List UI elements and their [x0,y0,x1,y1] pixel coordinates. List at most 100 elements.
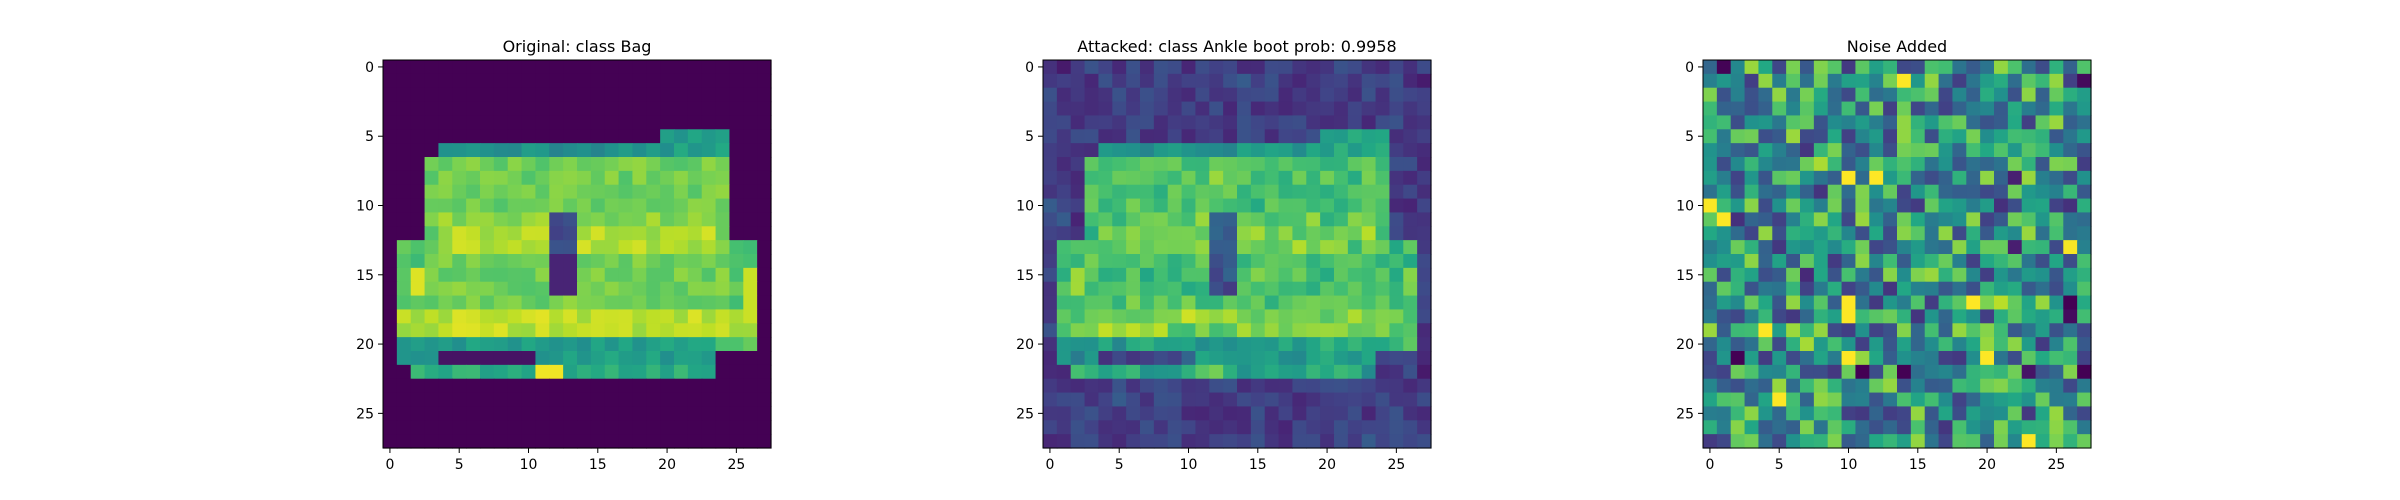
heatmap-cell [1952,378,1967,394]
heatmap-cell [1306,281,1321,297]
heatmap-cell [1994,226,2009,241]
heatmap-cell [1952,73,1967,89]
heatmap-cell [715,184,731,200]
heatmap-cell [1800,60,1815,75]
y-tick-label: 10 [1016,199,1034,215]
heatmap-cell [604,212,620,227]
heatmap-cell [1813,434,1829,449]
heatmap-cell [1744,420,1760,435]
heatmap-cell [1855,198,1870,214]
heatmap-cell [1883,60,1898,75]
heatmap-cell [2035,337,2051,352]
heatmap-cell [1869,170,1884,186]
heatmap-cell [549,115,564,130]
heatmap-cell [1126,115,1141,130]
heatmap-cell [1786,281,1801,297]
heatmap-cell [1223,129,1238,144]
heatmap-cell [632,337,647,352]
heatmap-cell [1334,406,1349,421]
heatmap-cell [2021,392,2037,408]
heatmap-cell [493,60,509,75]
heatmap-cell [1417,170,1432,186]
heatmap-cell [424,392,440,408]
heatmap-cell [1195,364,1210,380]
heatmap-cell [660,420,675,435]
heatmap-cell [1264,337,1280,352]
heatmap-cell [1195,323,1210,338]
heatmap-cell [480,212,495,227]
heatmap-cell [729,323,744,338]
heatmap-cell [1758,240,1773,255]
heatmap-cell [2021,101,2037,117]
heatmap-cell [1153,309,1169,324]
heatmap-cell [1264,87,1280,103]
heatmap-cell [1320,143,1335,158]
heatmap-cell [480,267,495,283]
heatmap-cell [1703,157,1718,172]
heatmap-cell [1264,198,1280,214]
heatmap-cell [1897,198,1912,214]
heatmap-cell [1716,309,1732,324]
y-tick-label: 25 [356,406,374,422]
heatmap-cell [1758,170,1773,186]
heatmap-cell [563,60,578,75]
axes-frame [1042,59,1432,449]
heatmap-cell [715,170,731,186]
heatmap-cell [590,101,606,117]
heatmap-cell [1813,281,1829,297]
heatmap-cell [1320,184,1335,200]
heatmap-cell [1772,392,1787,408]
heatmap-cell [2007,420,2023,435]
heatmap-cell [1994,101,2009,117]
heatmap-cell [438,115,453,130]
heatmap-cell [1389,392,1404,408]
heatmap-cell [1841,254,1857,269]
heatmap-cell [2035,129,2051,144]
heatmap-cell [1855,170,1870,186]
heatmap-cell [646,337,661,352]
heatmap-cell [1966,295,1981,311]
heatmap-cell [1292,143,1307,158]
heatmap-cell [1786,157,1801,172]
heatmap-cell [1043,60,1058,75]
heatmap-cell [535,406,550,421]
heatmap-cell [1403,226,1418,241]
heatmap-cell [1361,378,1377,394]
heatmap-cell [1250,351,1266,366]
heatmap-cell [1181,73,1197,89]
heatmap-cell [2063,73,2078,89]
heatmap-cell [646,323,661,338]
heatmap-cell [1980,143,1995,158]
heatmap-cell [2049,87,2064,103]
heatmap-cell [1223,254,1238,269]
heatmap-cell [424,60,440,75]
heatmap-cell [1237,406,1252,421]
heatmap-cell [646,101,661,117]
heatmap-cell [1897,184,1912,200]
heatmap-cell [493,364,509,380]
heatmap-cell [1966,73,1981,89]
heatmap-cell [1869,281,1884,297]
heatmap-cell [1306,115,1321,130]
heatmap-cell [1827,240,1843,255]
heatmap-cell [1403,254,1418,269]
heatmap-cell [535,73,550,89]
heatmap-cell [466,198,481,214]
heatmap-cell [1800,434,1815,449]
heatmap-cell [1786,378,1801,394]
heatmap-cell [466,351,481,366]
heatmap-cell [1910,129,1926,144]
heatmap-cell [563,351,578,366]
heatmap-cell [1306,60,1321,75]
heatmap-cell [1744,254,1760,269]
heatmap-cell [466,434,481,449]
heatmap-cell [1869,420,1884,435]
heatmap-cell [1264,226,1280,241]
heatmap-cell [1897,101,1912,117]
heatmap-cell [1237,115,1252,130]
heatmap-cell [1292,157,1307,172]
heatmap-cell [1306,378,1321,394]
heatmap-cell [2077,281,2092,297]
heatmap-cell [1084,240,1100,255]
